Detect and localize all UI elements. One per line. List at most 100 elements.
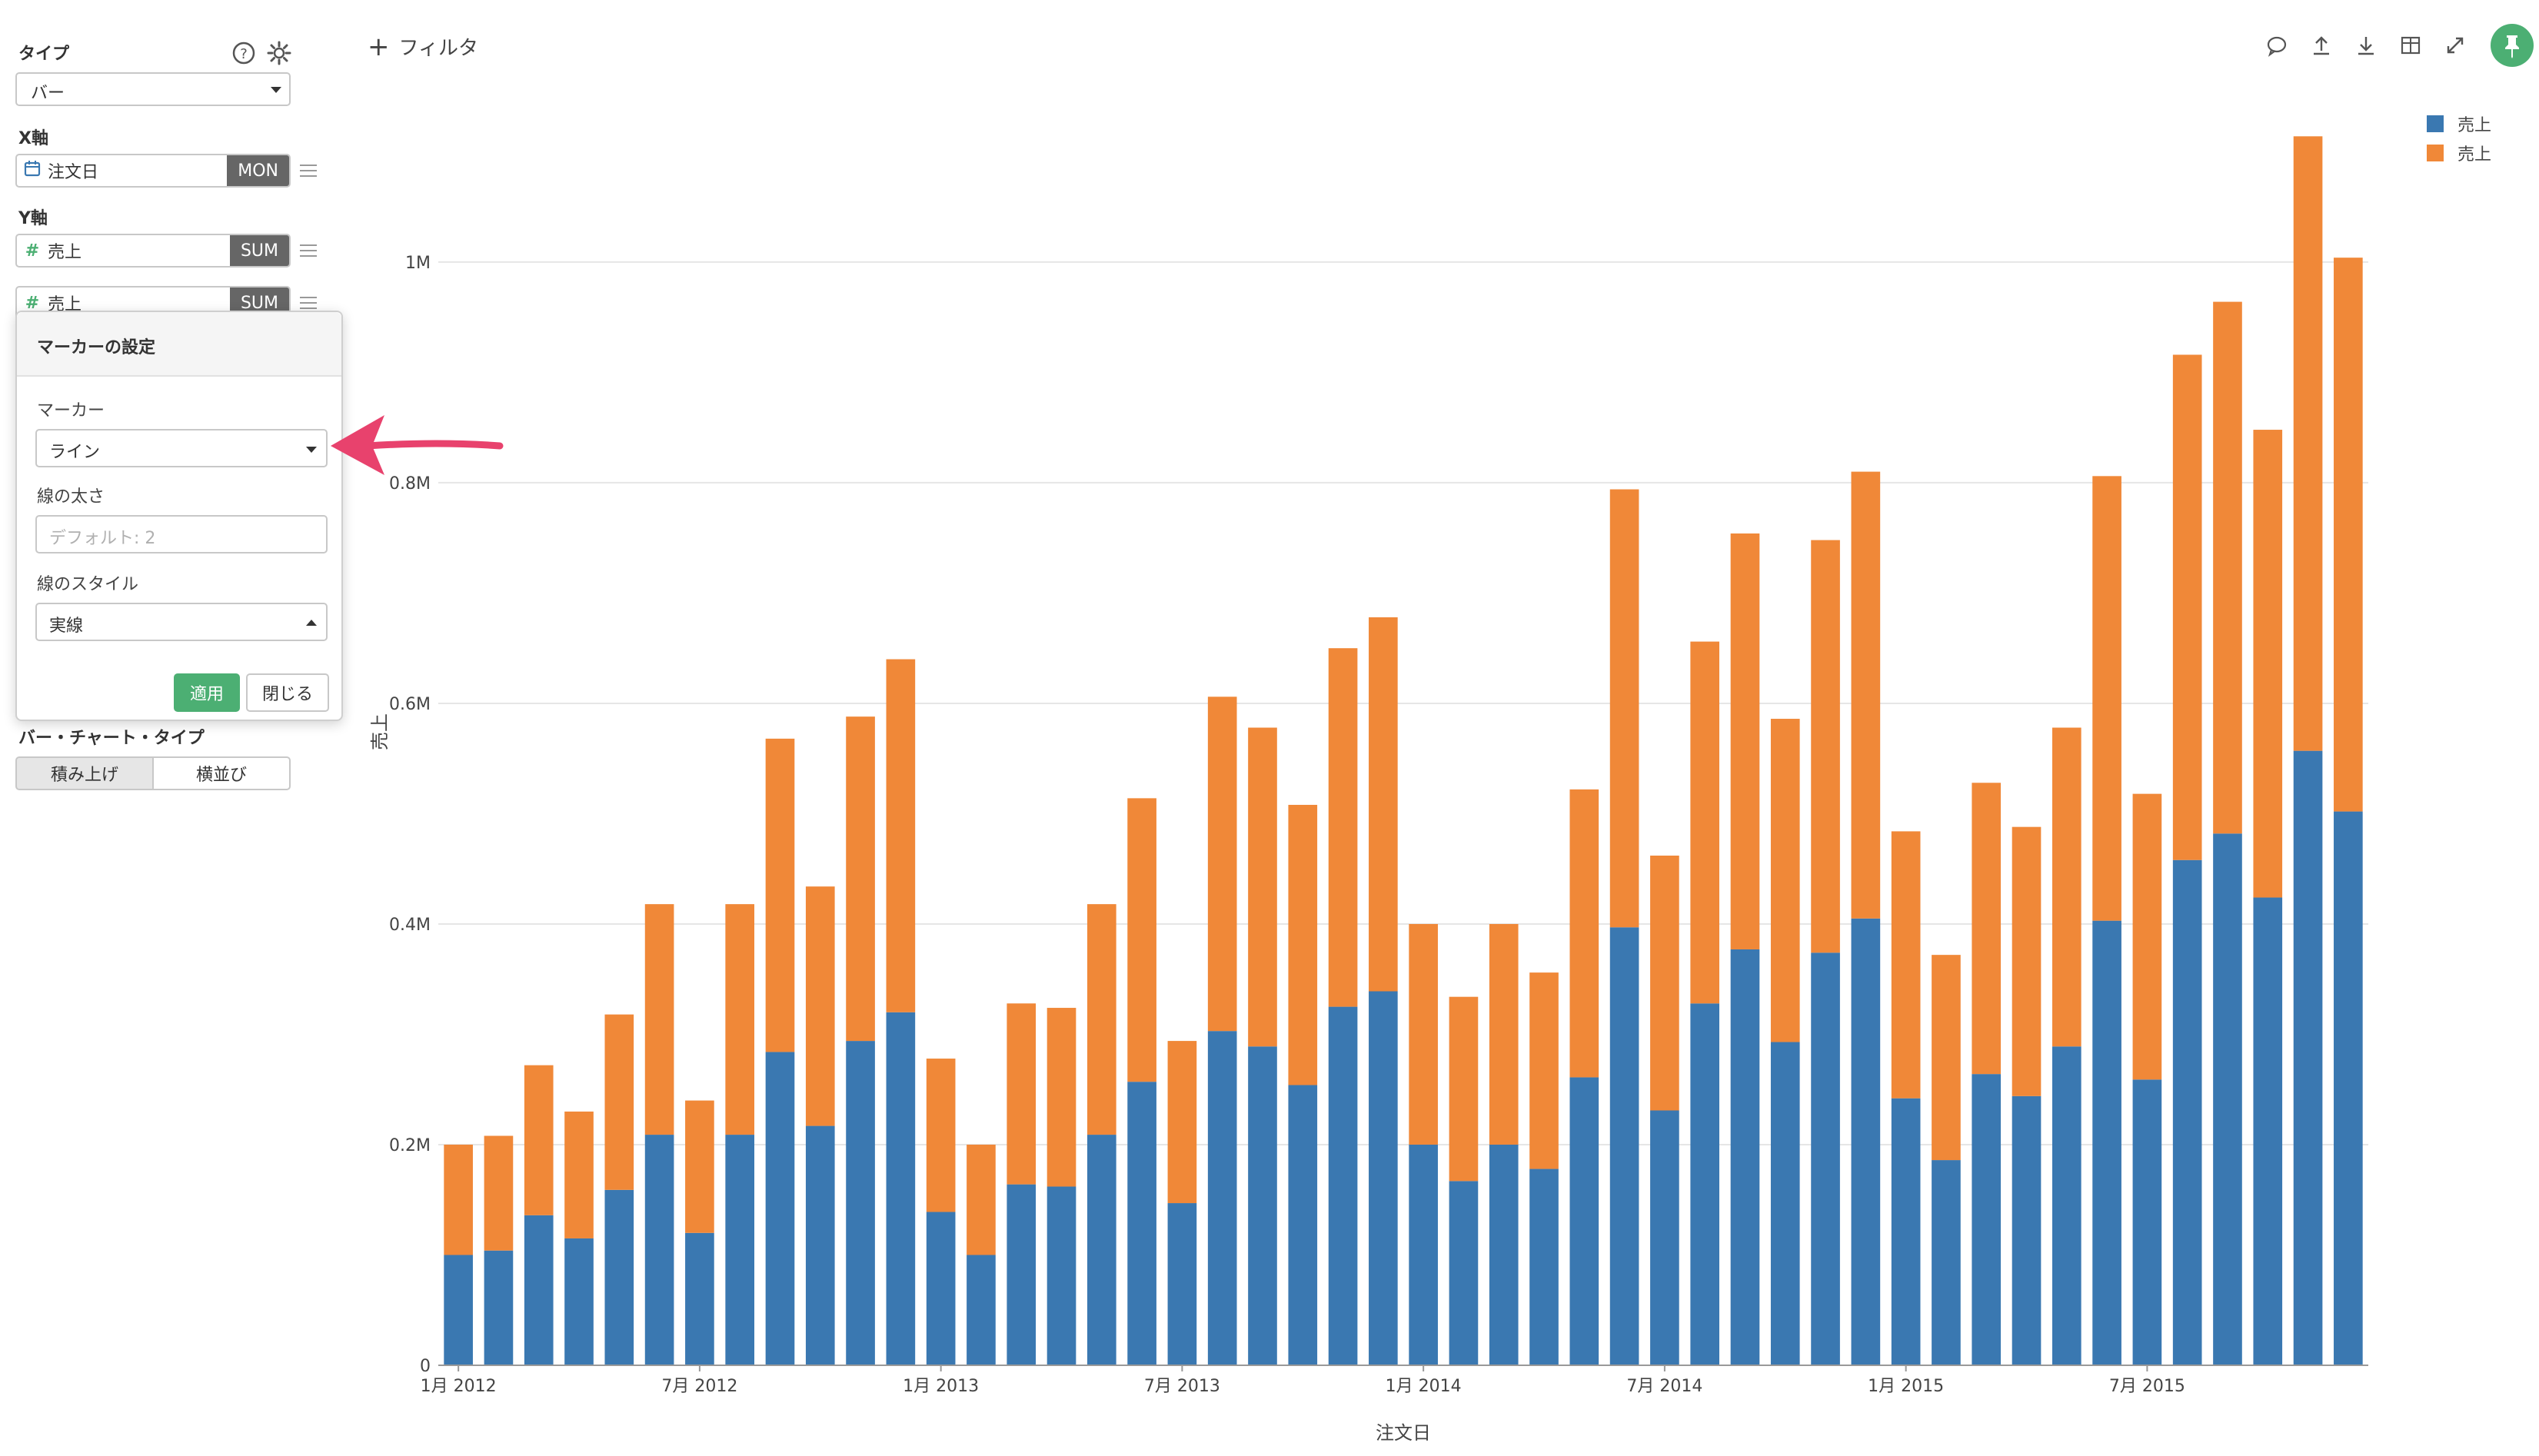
bar-series-1[interactable] [2172, 859, 2202, 1365]
bar-series-2[interactable] [1569, 789, 1599, 1078]
download-icon[interactable] [2354, 34, 2378, 57]
bar-series-2[interactable] [1851, 471, 1881, 919]
apply-button[interactable]: 適用 [174, 673, 240, 712]
bar-series-1[interactable] [685, 1232, 714, 1365]
bar-series-2[interactable] [886, 659, 916, 1012]
comment-icon[interactable] [2265, 34, 2288, 57]
bar-series-2[interactable] [1730, 533, 1760, 949]
marker-select[interactable]: ライン [35, 429, 328, 467]
bar-series-2[interactable] [1086, 904, 1116, 1135]
bar-series-2[interactable] [444, 1144, 473, 1255]
bar-series-1[interactable] [1891, 1098, 1921, 1365]
bar-series-2[interactable] [1167, 1041, 1197, 1204]
bar-series-1[interactable] [2213, 833, 2242, 1365]
upload-icon[interactable] [2310, 34, 2333, 57]
bar-series-1[interactable] [1730, 949, 1760, 1365]
bar-series-2[interactable] [967, 1144, 996, 1255]
bar-series-2[interactable] [2051, 727, 2081, 1047]
bar-series-2[interactable] [846, 716, 875, 1042]
legend-item[interactable]: 売上 [2427, 138, 2491, 168]
bar-series-2[interactable] [1529, 972, 1559, 1169]
bar-series-2[interactable] [1328, 648, 1358, 1007]
bar-series-2[interactable] [1409, 923, 1438, 1145]
bar-series-1[interactable] [444, 1255, 473, 1365]
bar-series-2[interactable] [926, 1059, 956, 1212]
bar-series-1[interactable] [2253, 897, 2283, 1365]
bar-series-2[interactable] [604, 1014, 634, 1190]
bar-series-2[interactable] [1127, 798, 1156, 1082]
help-icon[interactable]: ? [231, 40, 257, 66]
bar-series-1[interactable] [846, 1041, 875, 1365]
bar-series-1[interactable] [484, 1250, 514, 1365]
bar-series-2[interactable] [2293, 136, 2323, 751]
bar-series-1[interactable] [1770, 1042, 1800, 1365]
bar-series-1[interactable] [1328, 1006, 1358, 1365]
bar-series-2[interactable] [524, 1065, 554, 1215]
bar-series-2[interactable] [2213, 301, 2242, 834]
drag-handle-icon[interactable] [300, 297, 317, 309]
bar-series-1[interactable] [2132, 1079, 2162, 1365]
close-button[interactable]: 閉じる [246, 673, 329, 712]
bar-series-1[interactable] [765, 1052, 795, 1365]
bar-series-2[interactable] [1932, 955, 1961, 1161]
bar-series-2[interactable] [1248, 727, 1277, 1047]
stacked-option[interactable]: 積み上げ [15, 756, 154, 790]
bar-series-1[interactable] [564, 1238, 594, 1365]
bar-series-1[interactable] [2334, 811, 2363, 1365]
bar-series-1[interactable] [2293, 750, 2323, 1365]
bar-series-1[interactable] [1851, 918, 1881, 1365]
bar-series-1[interactable] [2051, 1046, 2081, 1365]
bar-series-2[interactable] [805, 886, 835, 1126]
bar-series-2[interactable] [2092, 476, 2121, 921]
bar-series-1[interactable] [2092, 920, 2121, 1365]
bar-series-1[interactable] [1167, 1203, 1197, 1365]
bar-series-2[interactable] [1449, 996, 1479, 1182]
bar-series-1[interactable] [1609, 927, 1639, 1365]
bar-series-2[interactable] [564, 1111, 594, 1238]
bar-series-2[interactable] [2253, 430, 2283, 898]
bar-series-2[interactable] [2334, 258, 2363, 812]
bar-series-2[interactable] [1288, 804, 1318, 1085]
bar-series-1[interactable] [2012, 1095, 2042, 1365]
expand-icon[interactable] [2444, 34, 2467, 57]
bar-series-2[interactable] [1770, 719, 1800, 1042]
drag-handle-icon[interactable] [300, 165, 317, 177]
gear-icon[interactable] [266, 40, 292, 66]
bar-series-2[interactable] [1369, 617, 1398, 992]
bar-series-1[interactable] [1207, 1031, 1237, 1365]
bar-series-1[interactable] [886, 1012, 916, 1365]
bar-series-2[interactable] [2172, 354, 2202, 860]
bar-series-1[interactable] [1650, 1110, 1679, 1365]
bar-series-1[interactable] [1369, 991, 1398, 1365]
bar-series-1[interactable] [1529, 1168, 1559, 1365]
bar-series-2[interactable] [1609, 489, 1639, 928]
x-axis-field[interactable]: 注文日 MON [15, 154, 291, 188]
bar-series-1[interactable] [1690, 1003, 1720, 1365]
line-style-select[interactable]: 実線 [35, 603, 328, 641]
bar-series-1[interactable] [1127, 1082, 1156, 1365]
bar-series-1[interactable] [1932, 1160, 1961, 1365]
add-filter-button[interactable]: + フィルタ [368, 32, 478, 61]
bar-series-2[interactable] [1207, 696, 1237, 1032]
chart-type-select[interactable]: バー [15, 72, 291, 106]
bar-series-1[interactable] [805, 1125, 835, 1365]
bar-series-1[interactable] [1086, 1135, 1116, 1365]
bar-series-2[interactable] [1650, 855, 1679, 1111]
side-by-side-option[interactable]: 横並び [152, 756, 291, 790]
bar-series-2[interactable] [2012, 826, 2042, 1096]
bar-series-2[interactable] [1489, 923, 1519, 1145]
bar-series-1[interactable] [1047, 1186, 1076, 1365]
bar-series-2[interactable] [484, 1135, 514, 1251]
x-agg-button[interactable]: MON [227, 155, 289, 186]
bar-series-2[interactable] [1972, 783, 2002, 1075]
bar-series-1[interactable] [1288, 1085, 1318, 1365]
bar-series-1[interactable] [1409, 1144, 1438, 1365]
y-agg-button[interactable]: SUM [229, 235, 289, 266]
bar-series-1[interactable] [1972, 1074, 2002, 1365]
bar-series-1[interactable] [1007, 1184, 1037, 1365]
bar-series-1[interactable] [1569, 1077, 1599, 1365]
bar-series-1[interactable] [1811, 952, 1840, 1365]
bar-series-2[interactable] [1811, 540, 1840, 953]
bar-series-1[interactable] [926, 1212, 956, 1365]
bar-series-1[interactable] [725, 1135, 755, 1365]
